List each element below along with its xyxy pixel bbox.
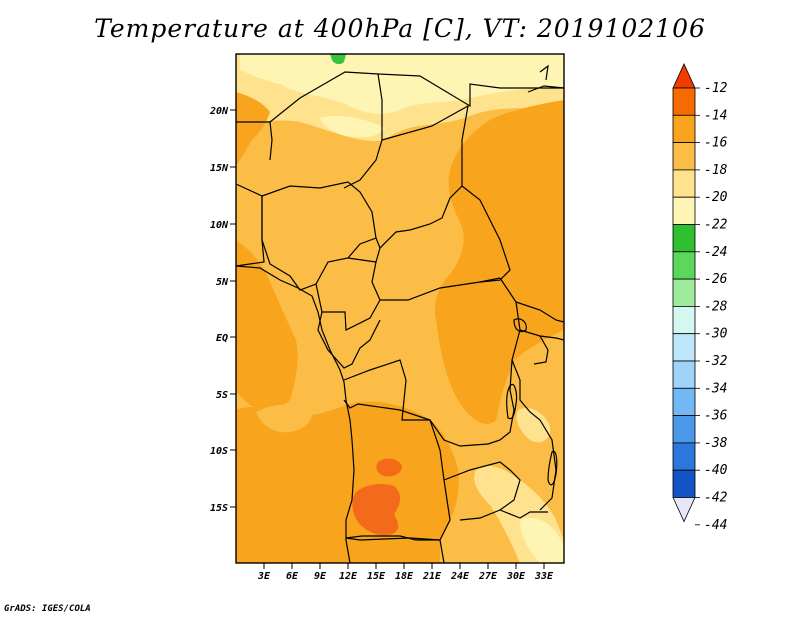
lon-label: 6E: [286, 571, 299, 582]
lat-label: 15N: [210, 163, 229, 174]
map-frame: [235, 53, 565, 564]
colorbar-label: -28: [704, 299, 728, 314]
colorbar-label: -30: [704, 327, 728, 342]
field-nw-band: [236, 92, 270, 166]
field-se-light-3: [520, 517, 564, 563]
lat-label: EQ: [216, 333, 228, 344]
lon-label: 15E: [367, 571, 386, 582]
colorbar-swatch: [672, 387, 696, 416]
lon-ticks: [263, 563, 545, 569]
colorbar-label: -16: [704, 136, 728, 151]
lon-label: 30E: [506, 571, 526, 582]
temperature-field: [236, 54, 564, 563]
colorbar-swatch: [672, 442, 696, 471]
colorbar-swatch: [672, 469, 696, 498]
field-angola-hot: [352, 484, 401, 536]
colorbar-swatch: [672, 224, 696, 253]
colorbar-swatch: [672, 142, 696, 171]
colorbar-swatch: [672, 278, 696, 307]
lon-label: 18E: [395, 571, 414, 582]
colorbar-swatch: [672, 196, 696, 225]
lat-label: 5N: [216, 277, 229, 288]
field-north-warm: [240, 54, 564, 114]
colorbar-label: -12: [704, 81, 728, 96]
field-sw-patch: [256, 404, 312, 433]
field-east: [434, 100, 564, 424]
lon-label: 24E: [450, 571, 470, 582]
colorbar-swatch: [672, 251, 696, 280]
colorbar-label: -14: [704, 108, 727, 123]
colorbar-label: -18: [704, 163, 728, 178]
colorbar-swatch: [672, 169, 696, 198]
colorbar-swatch: [672, 360, 696, 389]
field-se-light-2: [516, 407, 551, 443]
field-north-warm-2: [320, 115, 385, 138]
colorbar-label: -34: [704, 381, 727, 396]
chart-title: Temperature at 400hPa [C], VT: 201910210…: [94, 14, 706, 43]
lat-label: 15S: [210, 503, 228, 514]
lat-labels: 20N 15N 10N 5N EQ 5S 10S 15S: [209, 106, 229, 514]
colorbar-label: -44: [704, 518, 727, 533]
colorbar-label: -20: [704, 190, 728, 205]
colorbar-label: -42: [704, 491, 728, 506]
colorbar-bottom-arrow: [672, 497, 696, 523]
lon-label: 12E: [339, 571, 358, 582]
lat-label: 20N: [209, 106, 229, 117]
colorbar-label: -26: [704, 272, 728, 287]
country-borders: [236, 64, 564, 563]
colorbar-top-arrow: [672, 63, 696, 89]
colorbar-label: -38: [704, 436, 728, 451]
lat-ticks: [230, 109, 236, 508]
credit-text: GrADS: IGES/COLA: [4, 604, 91, 614]
lon-label: 21E: [422, 571, 442, 582]
field-west-coast: [236, 240, 298, 410]
lon-label: 3E: [257, 571, 271, 582]
field-south: [236, 401, 459, 563]
colorbar-swatch: [672, 333, 696, 362]
colorbar-label: -22: [704, 218, 728, 233]
colorbar-label: -24: [704, 245, 727, 260]
lat-label: 5S: [216, 390, 228, 401]
colorbar-swatch: [672, 305, 696, 335]
colorbar-label: -40: [704, 463, 728, 478]
lon-label: 27E: [478, 571, 498, 582]
field-central-north: [378, 140, 451, 220]
lon-label: 9E: [314, 571, 327, 582]
colorbar-label: -32: [704, 354, 728, 369]
field-green-patch: [330, 54, 346, 65]
colorbar-swatch: [672, 114, 696, 144]
colorbar: -12 -14 -16 -18 -20 -22 -24 -26 -28 -30 -32 -34 -36 -…: [672, 63, 728, 533]
colorbar-label: -36: [704, 409, 728, 424]
field-angola-hot-2: [376, 458, 402, 477]
lat-label: 10N: [210, 220, 229, 231]
colorbar-swatch: [672, 415, 696, 444]
colorbar-swatch: [672, 87, 696, 116]
lon-labels: 3E 6E 9E 12E 15E 18E 21E 24E 27E 30E 33E: [257, 571, 554, 582]
lat-label: 10S: [210, 446, 228, 457]
lon-label: 33E: [534, 571, 554, 582]
